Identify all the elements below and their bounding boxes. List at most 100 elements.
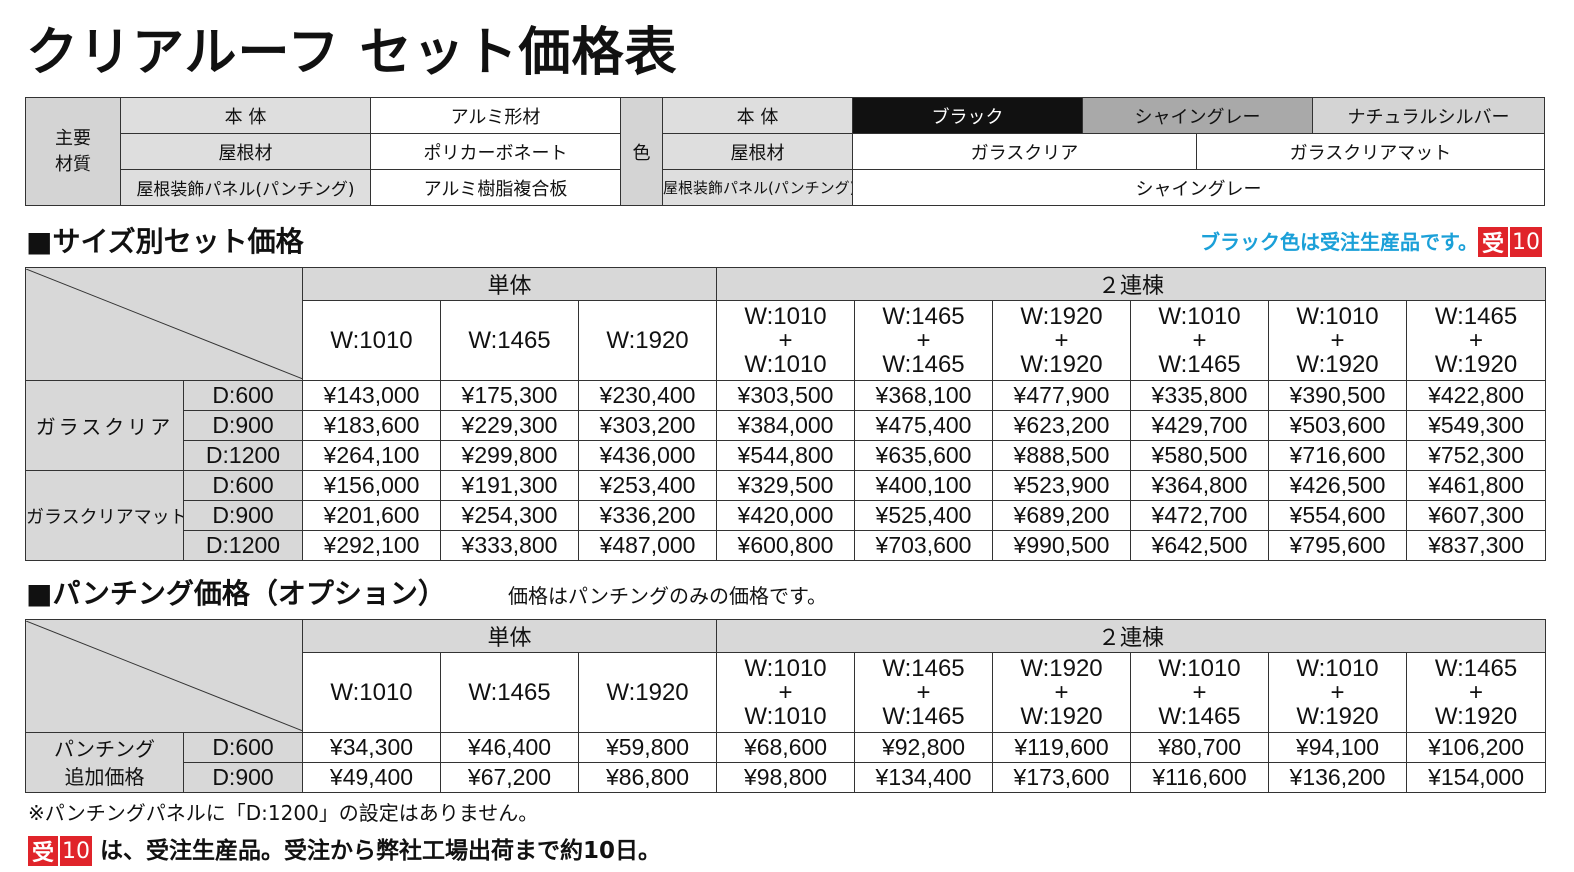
- width-combo-plus: +: [916, 678, 931, 706]
- price-cell: ¥888,500: [992, 440, 1132, 471]
- roof-color-clear: ガラスクリア: [852, 133, 1197, 170]
- width-combo-plus: +: [1330, 678, 1345, 706]
- width-combo-header: W:1010 + W:1010: [716, 300, 856, 381]
- price-cell: ¥642,500: [1130, 530, 1270, 561]
- materials-table: 主要 材質 本 体 アルミ形材 色 本 体 ブラック シャイングレー ナチュラルシ…: [25, 97, 1545, 206]
- price-cell: ¥59,800: [577, 732, 718, 763]
- table-row: D:900 ¥49,400 ¥67,200 ¥86,800 ¥98,800 ¥134,40…: [26, 762, 1547, 793]
- material-row-label: 屋根装飾パネル(パンチング): [120, 169, 371, 206]
- width-combo-top: W:1010: [744, 302, 827, 330]
- price-cell: ¥487,000: [577, 530, 718, 561]
- table-row: パンチング 追加価格 D:600 ¥34,300 ¥46,400 ¥59,800 ¥68,6…: [25, 732, 1547, 793]
- punching-label-line: 追加価格: [64, 764, 145, 789]
- width-combo-header: W:1010 + W:1920: [1268, 300, 1408, 381]
- width-combo-header: W:1465 + W:1920: [1406, 300, 1547, 381]
- price-cell: ¥523,900: [992, 470, 1132, 501]
- width-combo-top: W:1010: [1296, 302, 1379, 330]
- width-combo-header: W:1010 + W:1465: [1130, 652, 1270, 733]
- order-badge-days: 10: [1510, 227, 1542, 257]
- price-cell: ¥116,600: [1130, 762, 1270, 793]
- page-title: クリアルーフ セット価格表: [26, 23, 678, 83]
- punching-label-line: パンチング: [54, 736, 155, 761]
- price-cell: ¥580,500: [1130, 440, 1270, 471]
- width-combo-top: W:1465: [1434, 302, 1518, 330]
- price-cell: ¥254,300: [440, 500, 579, 531]
- width-combo-bottom: W:1920: [1296, 350, 1379, 378]
- price-cell: ¥49,400: [302, 762, 441, 793]
- order-badge-kanji: 受: [1478, 227, 1508, 257]
- price-cell: ¥253,400: [577, 470, 718, 501]
- price-cell: ¥34,300: [302, 732, 441, 763]
- price-cell: ¥422,800: [1406, 380, 1547, 411]
- width-combo-plus: +: [778, 326, 793, 354]
- price-cell: ¥390,500: [1268, 380, 1408, 411]
- price-cell: ¥335,800: [1130, 380, 1270, 411]
- price-cell: ¥156,000: [302, 470, 441, 501]
- color-label: 色: [620, 97, 663, 206]
- width-combo-plus: +: [1469, 326, 1484, 354]
- depth-label: D:900: [183, 410, 303, 441]
- price-cell: ¥136,200: [1268, 762, 1408, 793]
- material-row-label: 屋根材: [120, 133, 371, 170]
- group-single-header: 単体: [301, 619, 718, 653]
- price-cell: ¥46,400: [440, 732, 579, 763]
- price-cell: ¥143,000: [302, 380, 441, 411]
- width-combo-bottom: W:1465: [882, 350, 965, 378]
- color-natural-silver: ナチュラルシルバー: [1312, 97, 1545, 134]
- price-cell: ¥554,600: [1268, 500, 1408, 531]
- material-row-value: ポリカーボネート: [370, 133, 621, 170]
- width-combo-bottom: W:1920: [1434, 350, 1518, 378]
- width-combo-plus: +: [916, 326, 931, 354]
- price-cell: ¥795,600: [1268, 530, 1408, 561]
- width-combo-bottom: W:1465: [1158, 350, 1241, 378]
- width-combo-top: W:1465: [882, 654, 965, 682]
- price-cell: ¥689,200: [992, 500, 1132, 531]
- depth-label: D:900: [183, 500, 303, 531]
- price-cell: ¥134,400: [854, 762, 994, 793]
- width-combo-header: W:1465 + W:1465: [854, 652, 994, 733]
- width-combo-bottom: W:1010: [744, 702, 827, 730]
- price-cell: ¥303,500: [716, 380, 856, 411]
- main-material-label: 主要 材質: [25, 97, 121, 206]
- price-cell: ¥384,000: [716, 410, 856, 441]
- price-cell: ¥92,800: [854, 732, 994, 763]
- price-cell: ¥477,900: [992, 380, 1132, 411]
- width-combo-top: W:1010: [1158, 654, 1241, 682]
- price-cell: ¥544,800: [716, 440, 856, 471]
- black-order-note: ブラック色は受注生産品です。: [1200, 230, 1478, 254]
- price-cell: ¥292,100: [302, 530, 441, 561]
- price-cell: ¥191,300: [440, 470, 579, 501]
- width-combo-plus: +: [778, 678, 793, 706]
- table-row: D:1200 ¥292,100 ¥333,800 ¥487,000 ¥600,800 ¥7…: [26, 530, 1547, 561]
- width-combo-plus: +: [1192, 678, 1207, 706]
- width-combo-top: W:1465: [1434, 654, 1518, 682]
- width-combo-plus: +: [1469, 678, 1484, 706]
- table-row: ガラスクリアマット D:600 ¥156,000 ¥191,300 ¥253,400 ¥3…: [25, 470, 1547, 561]
- price-cell: ¥299,800: [440, 440, 579, 471]
- price-cell: ¥229,300: [440, 410, 579, 441]
- width-combo-bottom: W:1465: [1158, 702, 1241, 730]
- width-combo-top: W:1465: [882, 302, 965, 330]
- table-row: ガラスクリア D:600 ¥143,000 ¥175,300 ¥230,400 ¥303,…: [25, 380, 1547, 471]
- price-cell: ¥472,700: [1130, 500, 1270, 531]
- size-price-table: 単体 ２連棟 W:1010 W:1465 W:1920 W:1010 + W:1010 W:…: [25, 267, 1547, 561]
- punching-section-heading: ■パンチング価格（オプション）: [26, 577, 446, 610]
- order-badge-kanji: 受: [28, 836, 58, 866]
- width-header: W:1010: [302, 652, 441, 733]
- table-row: D:900 ¥183,600 ¥229,300 ¥303,200 ¥384,000 ¥47…: [26, 410, 1547, 441]
- diagonal-line: [26, 269, 302, 379]
- depth-label: D:600: [183, 380, 303, 411]
- width-combo-bottom: W:1920: [1296, 702, 1379, 730]
- price-cell: ¥230,400: [577, 380, 718, 411]
- price-cell: ¥623,200: [992, 410, 1132, 441]
- price-cell: ¥336,200: [577, 500, 718, 531]
- price-cell: ¥429,700: [1130, 410, 1270, 441]
- price-cell: ¥837,300: [1406, 530, 1547, 561]
- price-cell: ¥549,300: [1406, 410, 1547, 441]
- price-cell: ¥106,200: [1406, 732, 1547, 763]
- depth-label: D:900: [183, 762, 303, 793]
- color-shine-grey: シャイングレー: [1082, 97, 1313, 134]
- punching-row-label: パンチング 追加価格: [25, 732, 184, 793]
- price-cell: ¥68,600: [716, 732, 856, 763]
- price-cell: ¥98,800: [716, 762, 856, 793]
